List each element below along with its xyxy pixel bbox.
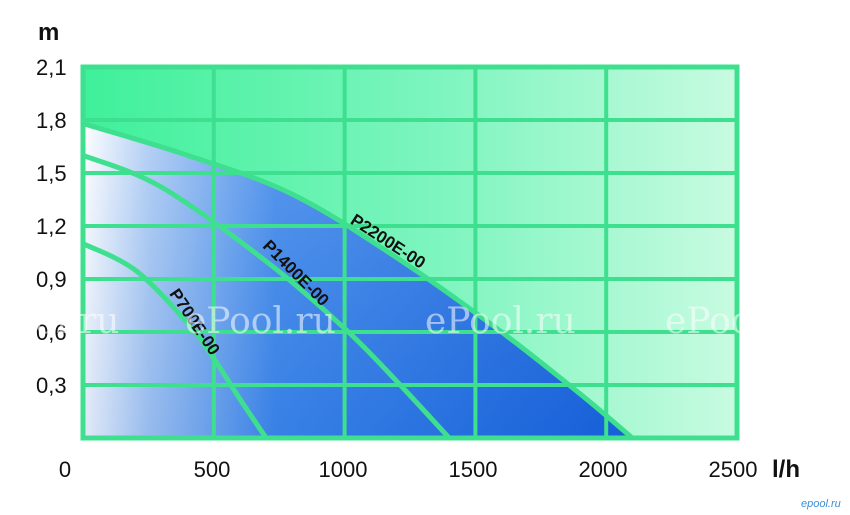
y-axis-ticks: 0,3 0,6 0,9 1,2 1,5 1,8 2,1	[36, 55, 67, 398]
curve-P1400E-00	[80, 152, 452, 441]
curve-P2200E-00	[80, 121, 635, 441]
watermark: Pool.ru ePool.ru ePool.ru ePool.ru	[0, 301, 816, 342]
y-tick-label: 0,3	[36, 373, 67, 398]
watermark-text: ePool.ru	[665, 301, 816, 342]
x-tick-label: 0	[59, 457, 71, 482]
watermark-text: ePool.ru	[185, 301, 336, 342]
grid	[83, 67, 737, 438]
x-tick-label: 2500	[709, 457, 758, 482]
curve-P700E-00	[80, 241, 269, 441]
watermark-text: Pool.ru	[0, 301, 119, 342]
x-tick-label: 2000	[579, 457, 628, 482]
y-tick-label: 2,1	[36, 55, 67, 80]
x-axis-label: l/h	[772, 456, 800, 483]
x-axis-ticks: 0 500 1000 1500 2000 2500	[59, 457, 758, 482]
site-logo: epool.ru	[801, 498, 841, 510]
y-tick-label: 1,5	[36, 161, 67, 186]
x-tick-label: 1000	[319, 457, 368, 482]
y-tick-label: 0,6	[36, 320, 67, 345]
y-tick-label: 1,8	[36, 108, 67, 133]
x-tick-label: 500	[194, 457, 231, 482]
plot-frame	[80, 64, 740, 441]
watermark-text: ePool.ru	[425, 301, 576, 342]
curves	[80, 121, 635, 441]
x-tick-label: 1500	[449, 457, 498, 482]
y-tick-label: 0,9	[36, 267, 67, 292]
y-axis-label: m	[38, 19, 59, 46]
y-tick-label: 1,2	[36, 214, 67, 239]
